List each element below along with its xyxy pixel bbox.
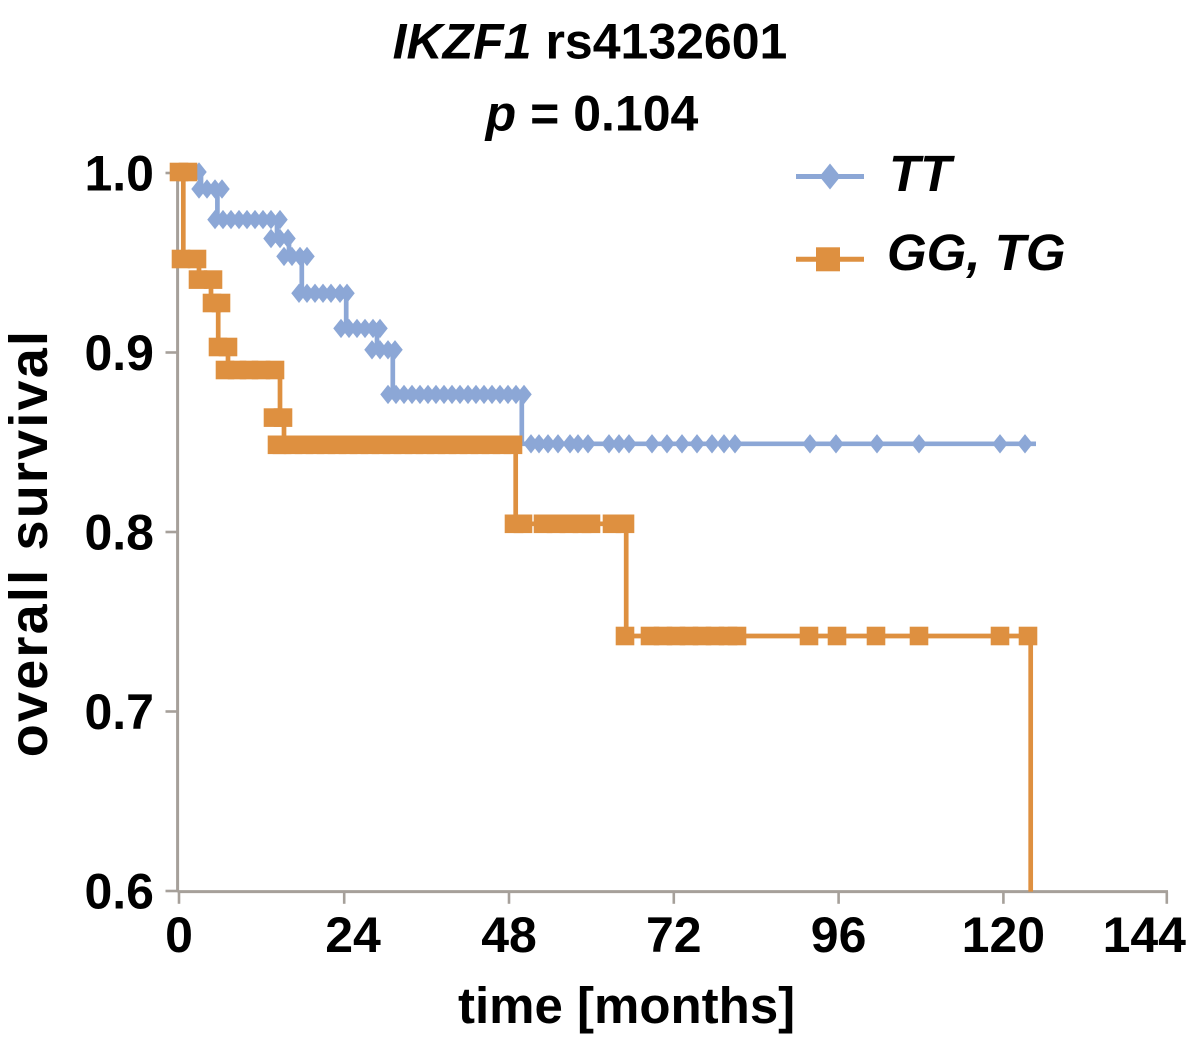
svg-text:0.9: 0.9 — [84, 325, 154, 381]
svg-text:0.7: 0.7 — [84, 684, 154, 740]
svg-text:GG, TG: GG, TG — [887, 224, 1066, 281]
svg-text:0.8: 0.8 — [84, 505, 154, 561]
svg-text:24: 24 — [325, 907, 381, 963]
svg-text:TT: TT — [889, 145, 955, 202]
svg-text:48: 48 — [481, 907, 537, 963]
svg-text:120: 120 — [962, 907, 1045, 963]
svg-text:0.6: 0.6 — [84, 864, 154, 920]
svg-text:96: 96 — [811, 907, 867, 963]
svg-text:0: 0 — [165, 907, 193, 963]
svg-text:IKZF1 rs4132601: IKZF1 rs4132601 — [393, 14, 788, 70]
svg-text:time [months]: time [months] — [458, 977, 795, 1034]
svg-text:1.0: 1.0 — [84, 146, 154, 202]
svg-text:overall survival: overall survival — [0, 329, 59, 757]
svg-text:144: 144 — [1103, 907, 1186, 963]
svg-text:p = 0.104: p = 0.104 — [484, 86, 699, 142]
svg-text:72: 72 — [646, 907, 702, 963]
